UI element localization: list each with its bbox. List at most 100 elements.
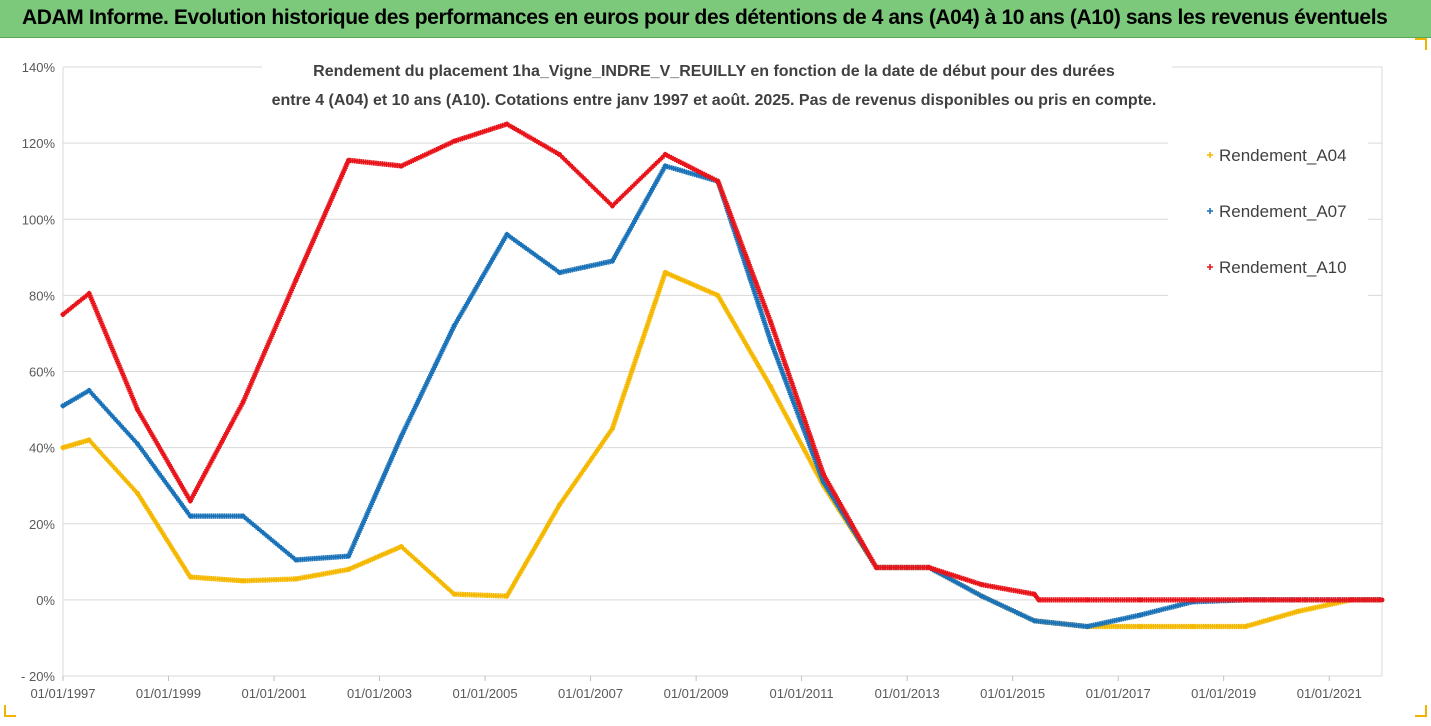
data-point [240, 578, 246, 584]
y-tick-label: 80% [29, 288, 55, 303]
x-tick-label: 01/01/2013 [875, 686, 940, 701]
legend-marker [1207, 208, 1213, 214]
x-tick-label: 01/01/2001 [242, 686, 307, 701]
series-layer [60, 121, 1385, 630]
data-point [1032, 618, 1037, 624]
data-point [610, 426, 615, 431]
data-point [1137, 624, 1143, 629]
data-point [187, 498, 193, 504]
data-point [451, 138, 457, 144]
data-point [715, 178, 721, 184]
legend-marker [1207, 264, 1213, 270]
x-tick-label: 01/01/2003 [347, 686, 412, 701]
data-point [504, 593, 510, 599]
report-title: ADAM Informe. Evolution historique des p… [22, 6, 1388, 29]
data-point [135, 490, 140, 496]
data-point [1379, 597, 1385, 603]
x-tick-label: 01/01/2007 [558, 686, 623, 701]
data-point [768, 384, 774, 390]
chart-area: - 20% 0% 20% 40% 60% 80% 100% 120% 140% 01/01/19… [0, 37, 1431, 721]
data-point [715, 293, 721, 298]
y-tick-label: 60% [29, 365, 55, 380]
legend-label: Rendement_A07 [1219, 202, 1347, 221]
data-point [240, 399, 246, 405]
data-point [451, 323, 457, 329]
data-point [60, 403, 66, 409]
x-tick-label: 01/01/2017 [1086, 686, 1151, 701]
data-point [1296, 597, 1301, 603]
legend-box [1168, 123, 1368, 301]
title-backdrop [262, 53, 1172, 113]
x-tick-label: 01/01/2005 [453, 686, 518, 701]
data-point [662, 152, 668, 157]
data-point [187, 513, 193, 519]
data-point [1190, 597, 1196, 603]
data-point [346, 567, 351, 572]
corner-mark-bottom-left [4, 705, 16, 717]
x-tick-label: 01/01/2011 [770, 686, 834, 701]
y-tick-label: 100% [22, 212, 56, 227]
x-axis-ticks: 01/01/1997 01/01/1999 01/01/2001 01/01/2003… [30, 676, 1362, 701]
chart-title-line2: entre 4 (A04) et 10 ans (A10). Cotations… [272, 92, 1157, 109]
series-Rendement_A10 [60, 121, 1385, 603]
data-point [662, 163, 668, 169]
x-tick-label: 01/01/1997 [30, 686, 95, 701]
data-point [873, 565, 879, 570]
data-point [557, 502, 562, 508]
chart-title-line1: Rendement du placement 1ha_Vigne_INDRE_V… [313, 63, 1115, 80]
x-tick-label: 01/01/2021 [1297, 686, 1362, 701]
returns-chart: - 20% 0% 20% 40% 60% 80% 100% 120% 140% 01/01/19… [21, 53, 1385, 701]
data-point [135, 407, 140, 412]
y-tick-label: - 20% [21, 669, 55, 684]
y-axis-ticks: - 20% 0% 20% 40% 60% 80% 100% 120% 140% [21, 60, 55, 684]
data-point [86, 388, 92, 393]
data-point [86, 437, 92, 443]
data-point [768, 338, 774, 344]
data-point [768, 319, 774, 325]
data-point [1243, 624, 1248, 629]
data-point [1032, 591, 1037, 597]
data-point [504, 232, 510, 237]
x-tick-label: 01/01/1999 [136, 686, 201, 701]
data-point [293, 576, 299, 582]
data-point [60, 445, 66, 450]
legend-label: Rendement_A10 [1219, 258, 1347, 277]
data-point [346, 157, 351, 163]
data-point [293, 557, 299, 563]
y-tick-label: 40% [29, 441, 55, 456]
data-point [398, 433, 404, 439]
x-tick-label: 01/01/2015 [980, 686, 1045, 701]
y-tick-label: 20% [29, 517, 55, 532]
data-point [1348, 597, 1354, 603]
data-point [979, 593, 985, 599]
y-tick-label: 120% [22, 136, 56, 151]
data-point [1036, 597, 1042, 603]
data-point [1190, 624, 1196, 629]
data-point [557, 152, 562, 157]
corner-mark-top-right [1415, 38, 1427, 50]
data-point [610, 203, 615, 209]
data-point [979, 582, 985, 587]
data-point [187, 574, 193, 580]
data-point [451, 591, 457, 597]
report-banner: ADAM Informe. Evolution historique des p… [0, 0, 1431, 38]
data-point [346, 553, 351, 559]
data-point [504, 121, 510, 127]
legend-marker [1207, 152, 1213, 158]
data-point [398, 544, 404, 549]
data-point [610, 258, 615, 264]
data-point [398, 163, 404, 169]
y-tick-label: 140% [22, 60, 56, 75]
chart-legend: Rendement_A04 Rendement_A07 Rendement_A10 [1168, 123, 1368, 301]
data-point [557, 270, 562, 275]
data-point [86, 291, 92, 296]
data-point [662, 270, 668, 275]
series-Rendement_A04 [60, 269, 1385, 630]
series-marks-Rendement_A04 [60, 269, 1383, 630]
data-point [1084, 597, 1090, 603]
data-point [1084, 624, 1090, 629]
x-tick-label: 01/01/2009 [664, 686, 729, 701]
data-point [135, 441, 140, 447]
data-point [1296, 608, 1301, 614]
data-point [293, 277, 299, 283]
